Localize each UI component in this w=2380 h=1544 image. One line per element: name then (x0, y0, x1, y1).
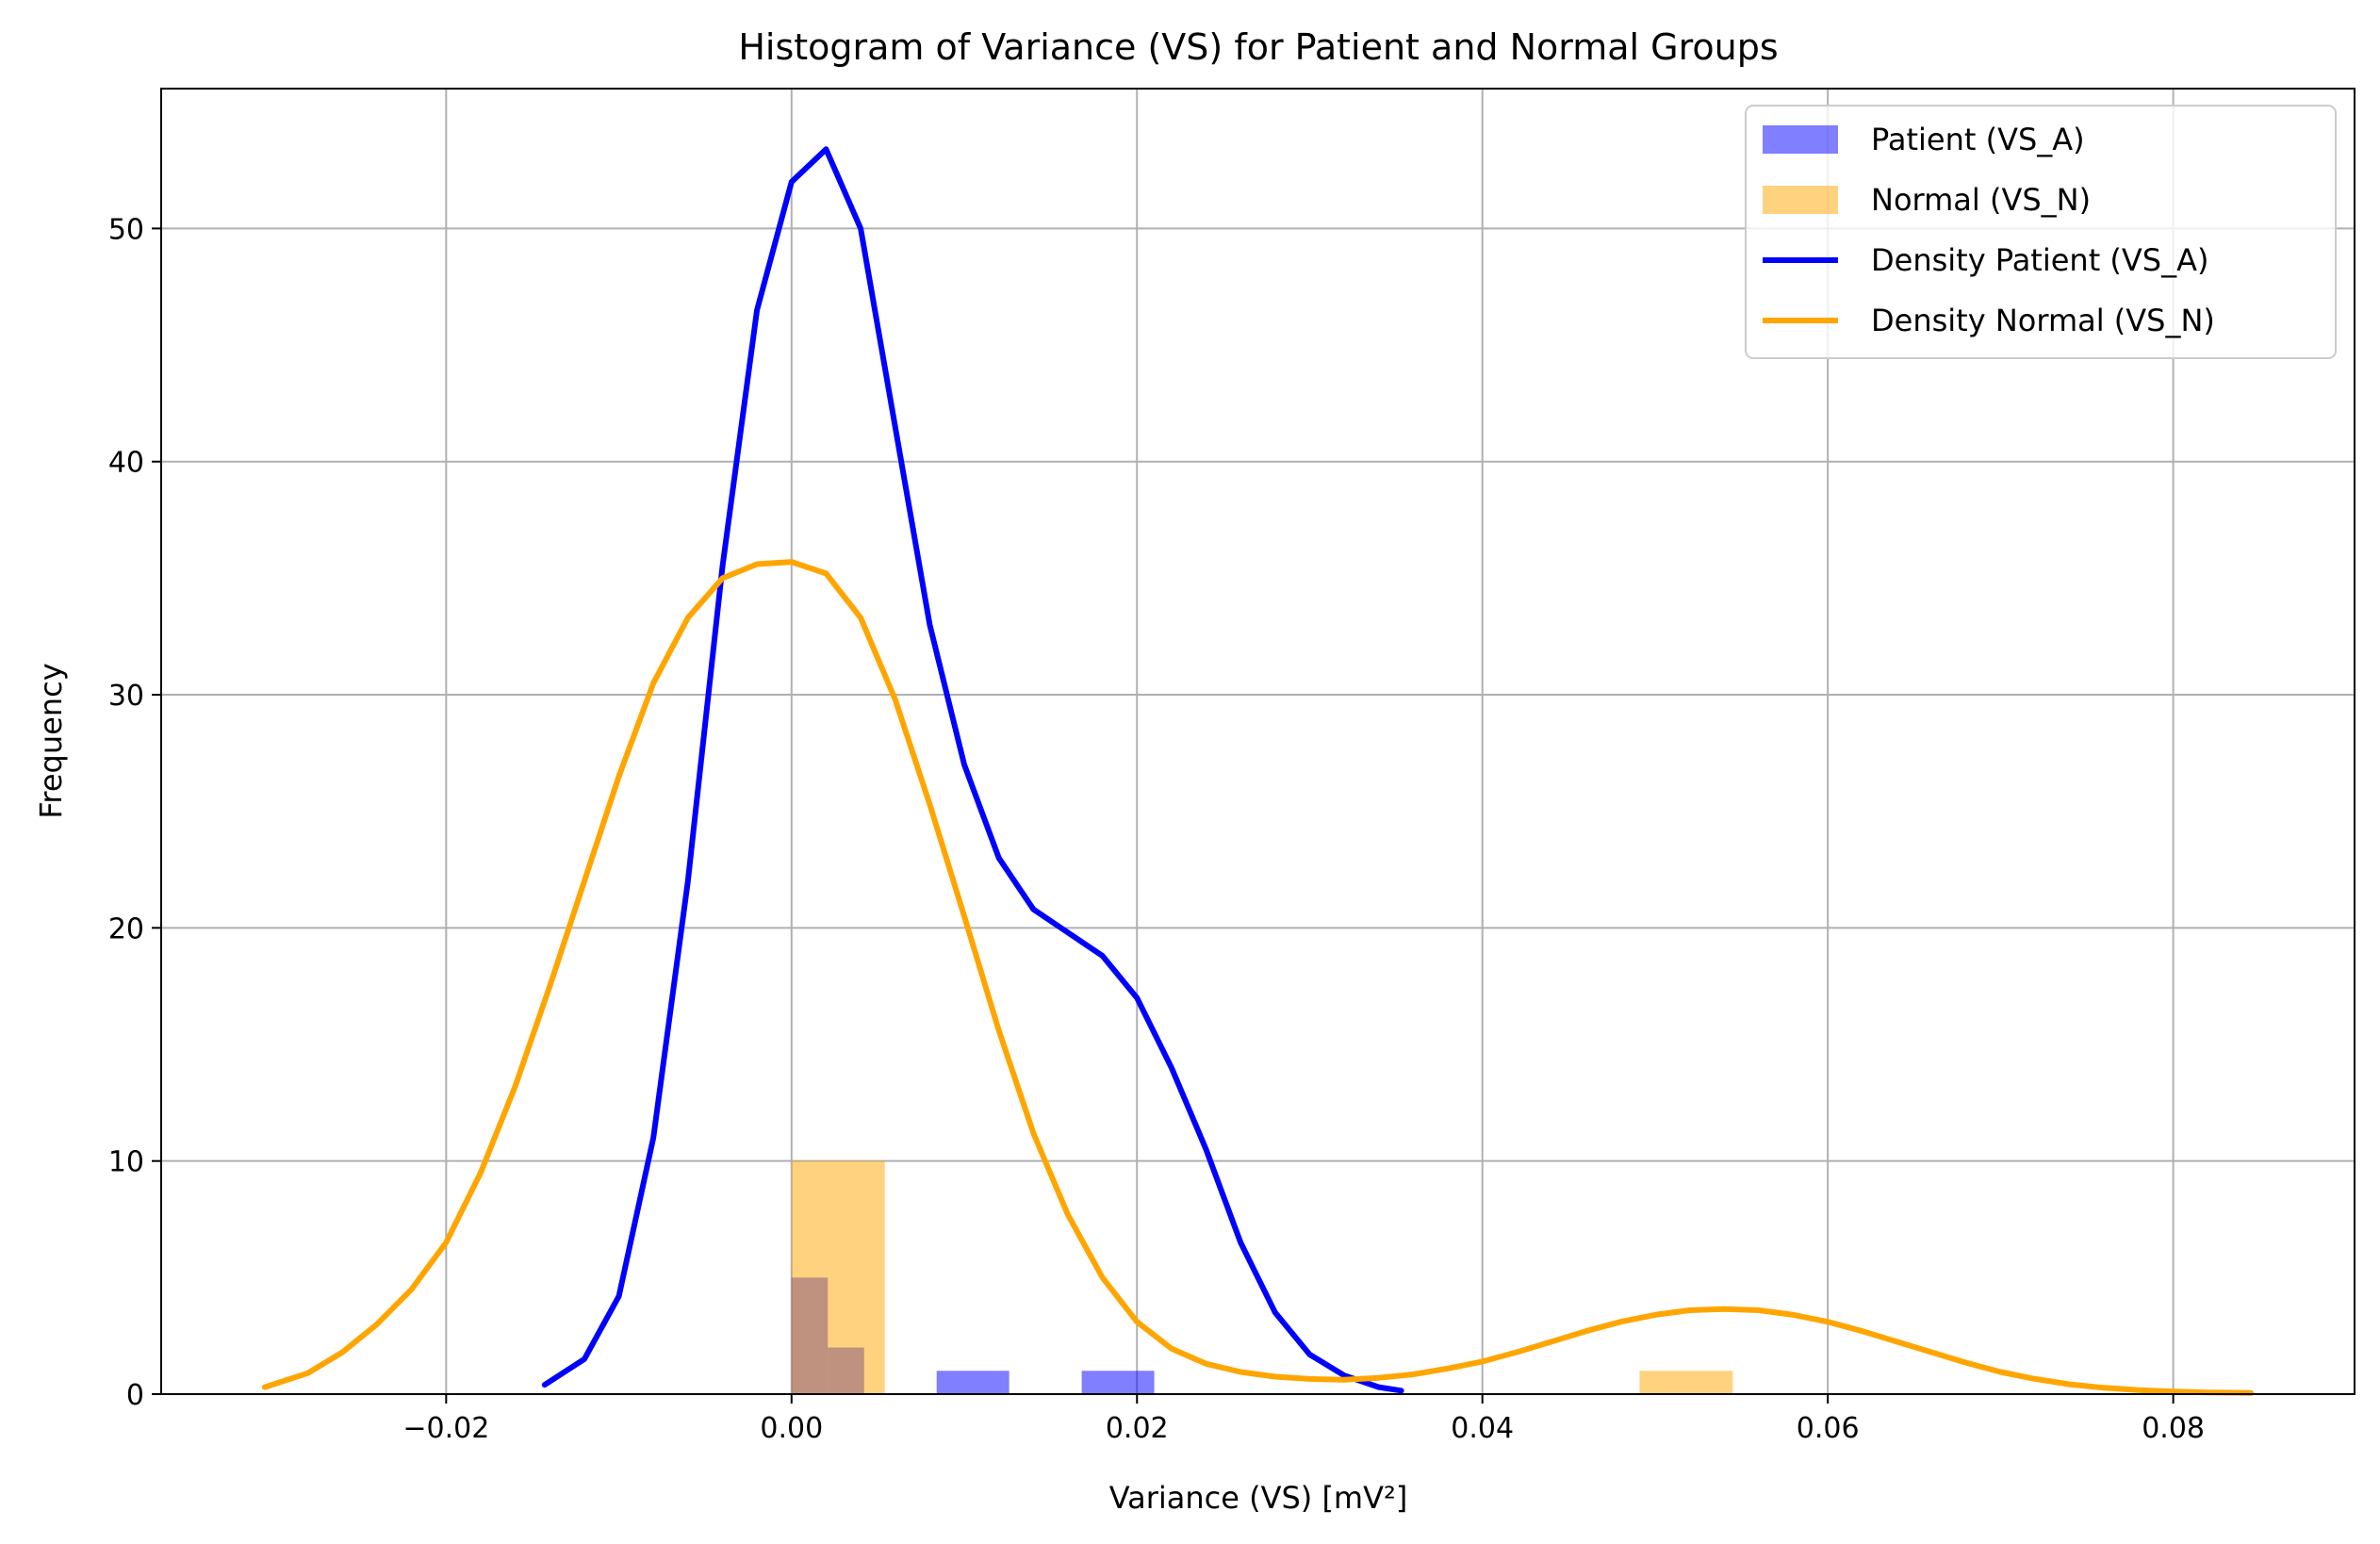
histogram-bars (791, 1160, 1733, 1394)
y-tick-label: 50 (108, 213, 144, 246)
plot-frame (160, 88, 2355, 1395)
x-tick-label: 0.06 (1797, 1412, 1860, 1445)
density-line-patient (541, 146, 1404, 1394)
legend-swatch (1763, 125, 1838, 154)
x-tick-label: 0.00 (760, 1412, 823, 1445)
x-tick-label: 0.02 (1106, 1412, 1169, 1445)
chart-title: Histogram of Variance (VS) for Patient a… (738, 26, 1778, 68)
histogram-bar-patient (936, 1371, 1009, 1394)
y-axis-ticks: 0 10 20 30 40 50 (108, 213, 161, 1412)
x-tick-label: 0.04 (1451, 1412, 1514, 1445)
y-tick-label: 20 (108, 912, 144, 945)
legend-label: Density Normal (VS_N) (1871, 303, 2215, 338)
x-axis-label: Variance (VS) [mV²] (1109, 1480, 1408, 1516)
y-tick-label: 40 (108, 447, 144, 480)
legend-label: Normal (VS_N) (1871, 182, 2091, 218)
legend-label: Density Patient (VS_A) (1871, 242, 2208, 278)
density-lines (261, 146, 2255, 1396)
y-tick-label: 0 (126, 1379, 144, 1412)
legend: Patient (VS_A) Normal (VS_N) Density Patie… (1745, 105, 2337, 359)
legend-label: Patient (VS_A) (1871, 122, 2085, 157)
legend-swatch (1763, 186, 1838, 214)
legend-box (1745, 105, 2337, 359)
y-tick-label: 10 (108, 1146, 144, 1179)
histogram-bar-patient (1081, 1371, 1155, 1394)
x-tick-label: 0.08 (2142, 1412, 2205, 1445)
y-tick-label: 30 (108, 680, 144, 713)
density-line-normal (261, 559, 2255, 1396)
y-axis-label: Frequency (33, 663, 69, 818)
histogram-bar-normal (791, 1160, 885, 1394)
x-axis-ticks: −0.02 0.00 0.02 0.04 0.06 0.08 (402, 1394, 2205, 1445)
histogram-bar-normal (1639, 1371, 1733, 1394)
x-tick-label: −0.02 (402, 1412, 489, 1445)
